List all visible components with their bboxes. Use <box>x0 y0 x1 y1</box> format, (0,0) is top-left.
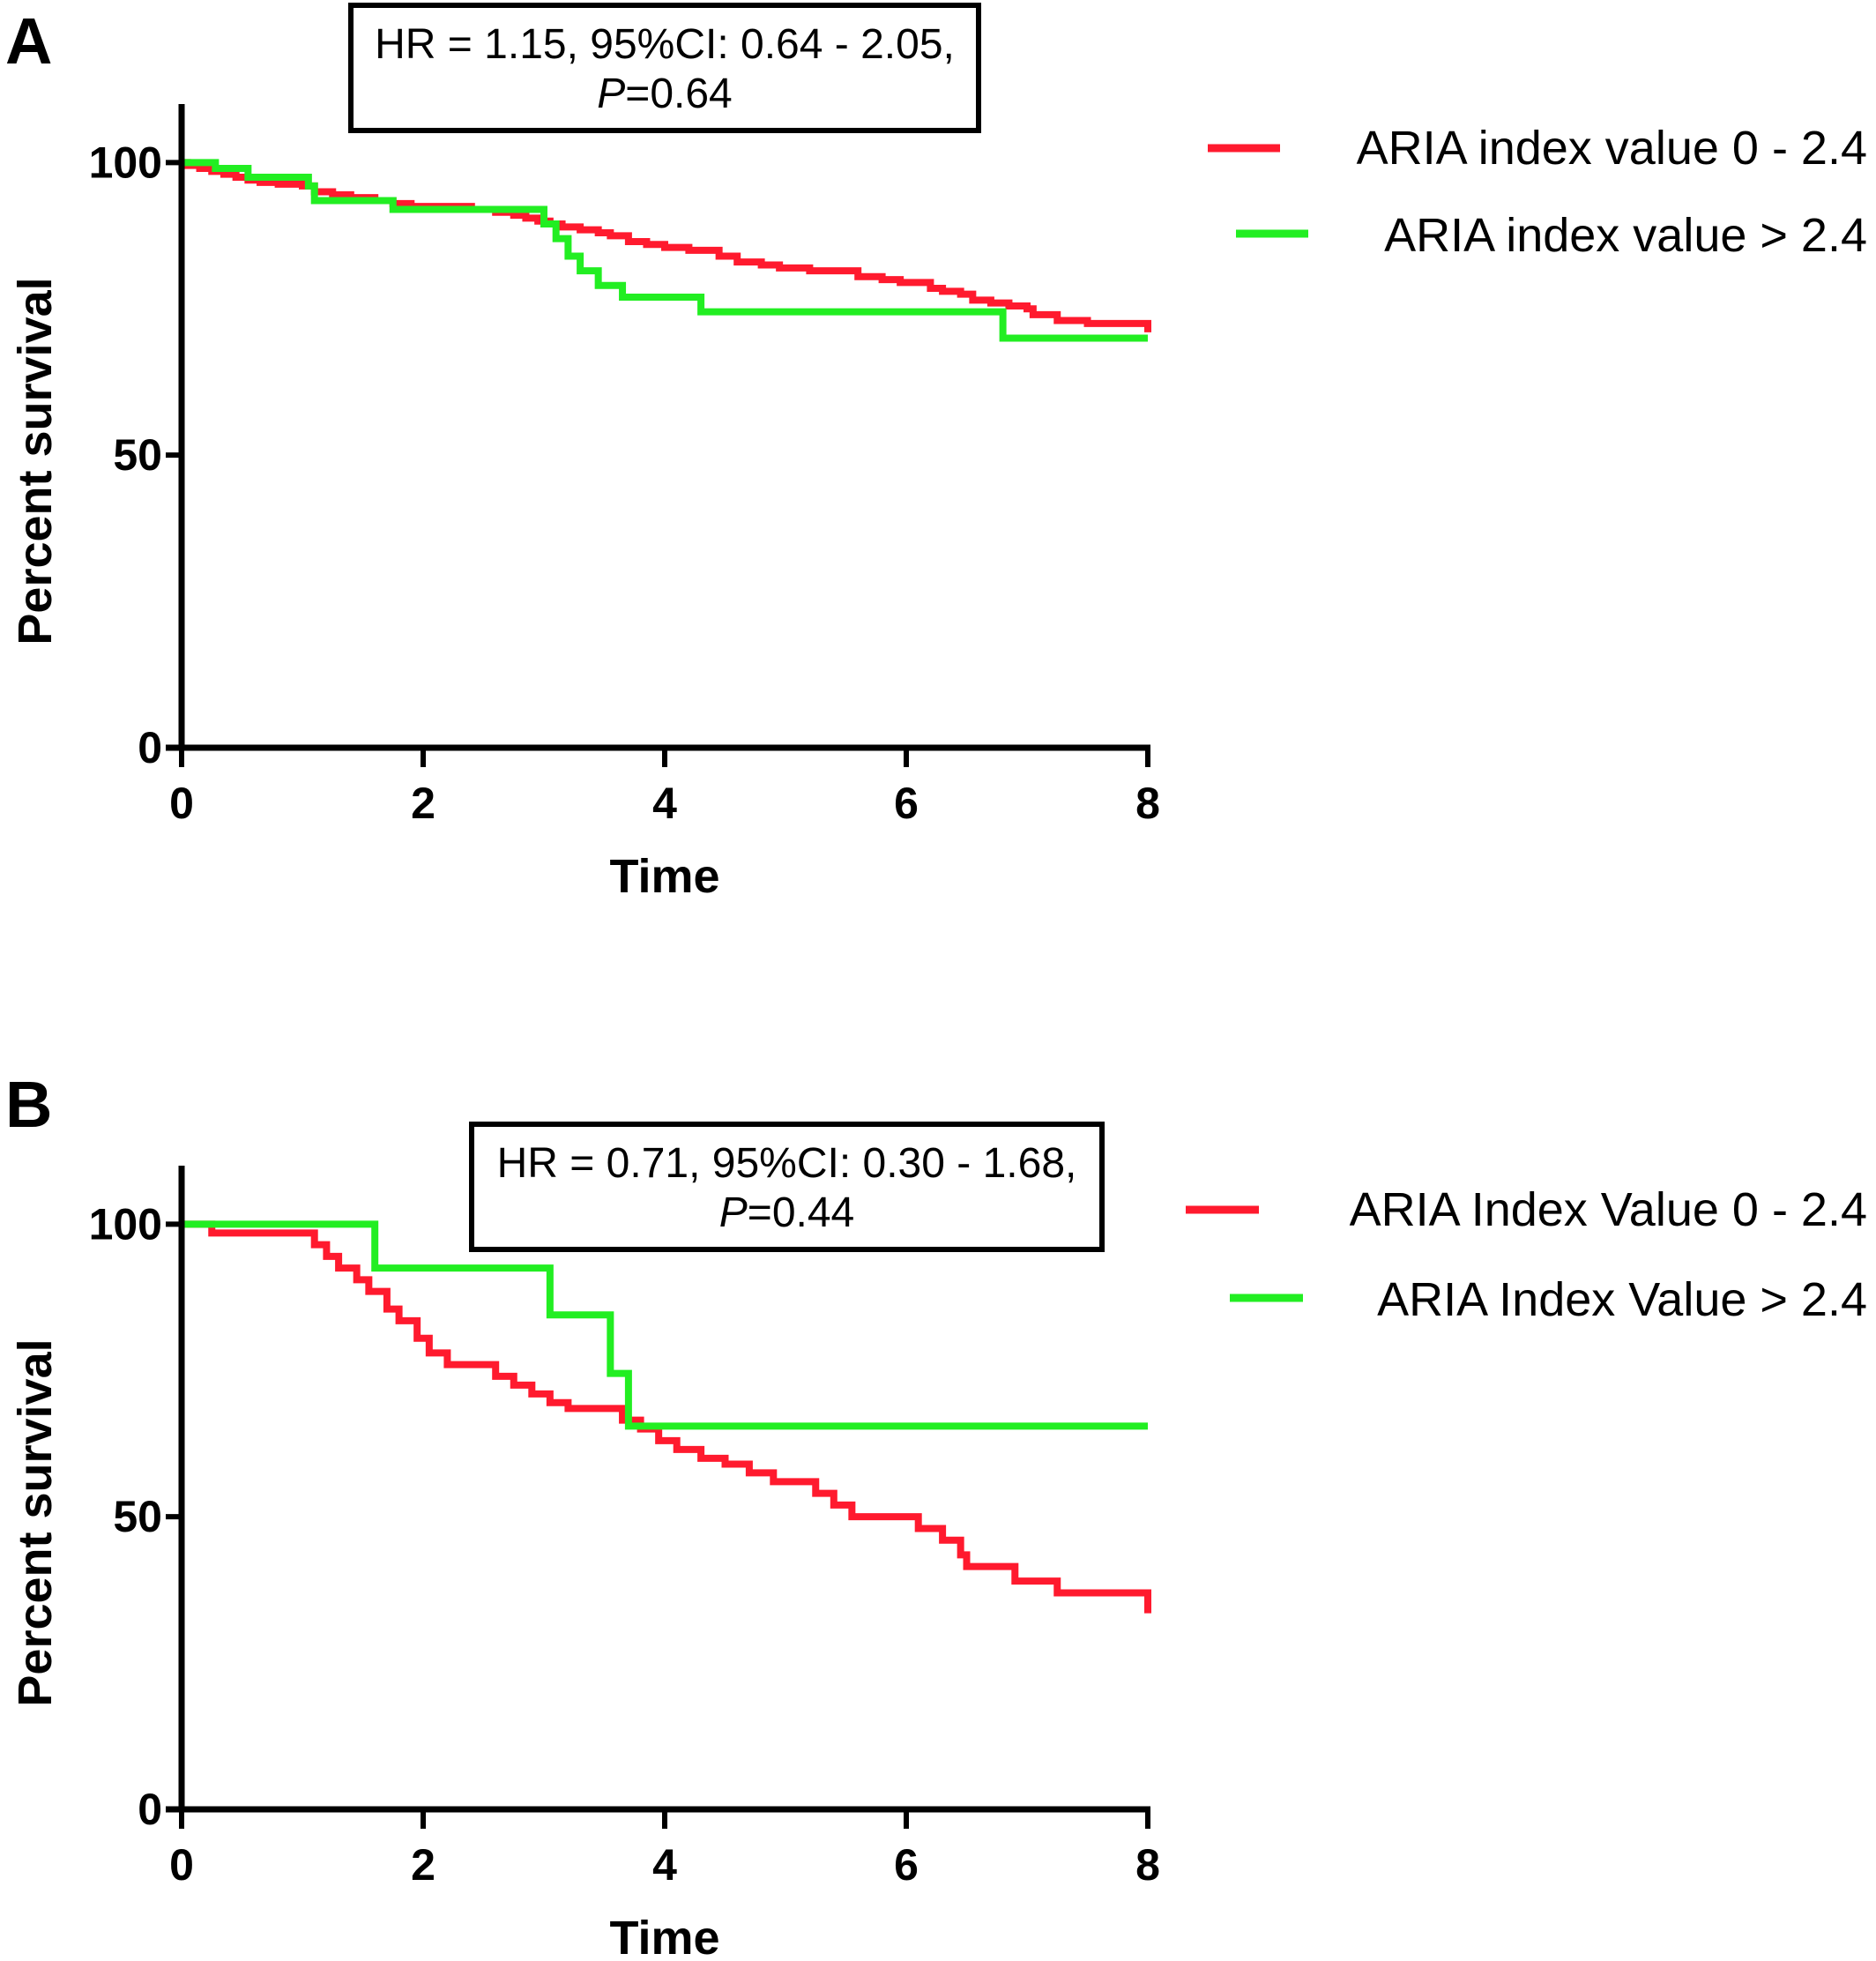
survival-curve-high <box>182 1220 1148 1430</box>
p-label: P <box>719 1189 748 1236</box>
x-tick-label: 8 <box>1135 1840 1160 1890</box>
x-tick-label: 4 <box>652 779 677 828</box>
x-tick-label: 0 <box>169 779 194 828</box>
x-axis-title: Time <box>609 1912 719 1961</box>
p-label: P <box>597 71 625 117</box>
p-value-text: P=0.44 <box>719 1189 854 1236</box>
y-axis-title: Percent survival <box>9 277 62 645</box>
y-tick-label: 0 <box>138 1785 162 1834</box>
y-tick-label: 100 <box>89 1199 162 1249</box>
survival-curve-low <box>182 1220 1151 1614</box>
hazard-ratio-text: HR = 1.15, 95%CI: 0.64 - 2.05, <box>375 21 955 68</box>
survival-curve-low <box>182 159 1151 332</box>
y-axis-title: Percent survival <box>9 1338 62 1706</box>
p-value: =0.44 <box>748 1189 854 1236</box>
p-value-text: P=0.64 <box>597 71 732 117</box>
hazard-ratio-box <box>469 1122 1105 1252</box>
legend-label: ARIA Index Value 0 - 2.4 <box>1350 1183 1867 1236</box>
y-tick-label: 0 <box>138 723 162 772</box>
x-tick-label: 0 <box>169 1840 194 1890</box>
x-tick-label: 6 <box>894 779 919 828</box>
panel-letter: A <box>5 4 52 78</box>
y-tick-label: 100 <box>89 138 162 187</box>
y-tick-label: 50 <box>113 1492 162 1541</box>
x-axis-title: Time <box>609 850 719 903</box>
y-tick-label: 50 <box>113 430 162 480</box>
x-tick-label: 2 <box>411 1840 436 1890</box>
panel-a: A 0 50 100 0 2 4 6 8 Time Percent survival HR = 1.1… <box>5 3 1867 903</box>
x-tick-label: 2 <box>411 779 436 828</box>
p-value: =0.64 <box>625 71 732 117</box>
hazard-ratio-text: HR = 0.71, 95%CI: 0.30 - 1.68, <box>497 1140 1077 1187</box>
legend-label: ARIA index value > 2.4 <box>1384 209 1867 262</box>
hazard-ratio-box <box>348 3 981 133</box>
x-tick-label: 6 <box>894 1840 919 1890</box>
x-tick-label: 8 <box>1135 779 1160 828</box>
panel-letter: B <box>5 1068 52 1141</box>
survival-curve-high <box>182 159 1148 342</box>
x-tick-label: 4 <box>652 1840 677 1890</box>
legend-label: ARIA index value 0 - 2.4 <box>1357 122 1867 175</box>
legend-label: ARIA Index Value > 2.4 <box>1377 1273 1867 1326</box>
panel-b: B 0 50 100 0 2 4 6 8 Time Percent survival HR = 0.7… <box>5 1068 1867 1961</box>
